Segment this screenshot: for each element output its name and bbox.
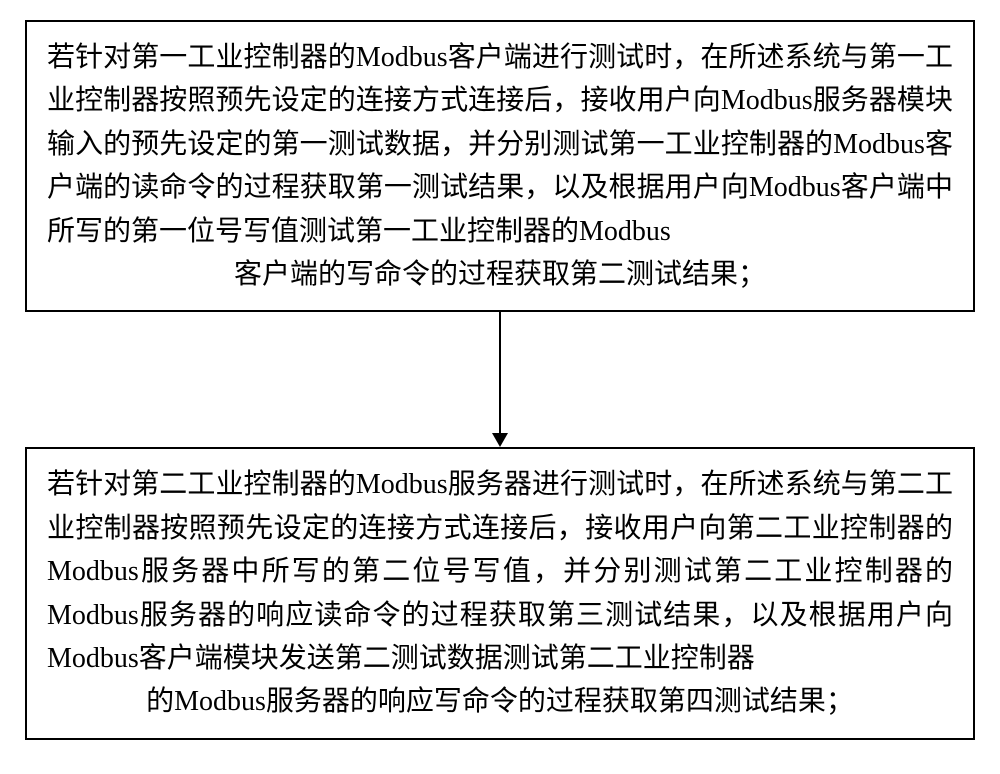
flowchart-step-1: 若针对第一工业控制器的Modbus客户端进行测试时，在所述系统与第一工业控制器按…	[25, 20, 975, 312]
step-2-text-last: 的Modbus服务器的响应写命令的过程获取第四测试结果；	[47, 680, 953, 723]
step-1-text: 若针对第一工业控制器的Modbus客户端进行测试时，在所述系统与第一工业控制器按…	[47, 42, 953, 247]
arrow-line	[499, 312, 501, 433]
flowchart-container: 若针对第一工业控制器的Modbus客户端进行测试时，在所述系统与第一工业控制器按…	[25, 20, 975, 740]
arrow-head-icon	[492, 433, 508, 447]
step-2-text: 若针对第二工业控制器的Modbus服务器进行测试时，在所述系统与第二工业控制器按…	[47, 469, 953, 674]
flow-arrow	[499, 312, 501, 447]
flowchart-step-2: 若针对第二工业控制器的Modbus服务器进行测试时，在所述系统与第二工业控制器按…	[25, 447, 975, 739]
step-1-text-last: 客户端的写命令的过程获取第二测试结果；	[47, 253, 953, 296]
